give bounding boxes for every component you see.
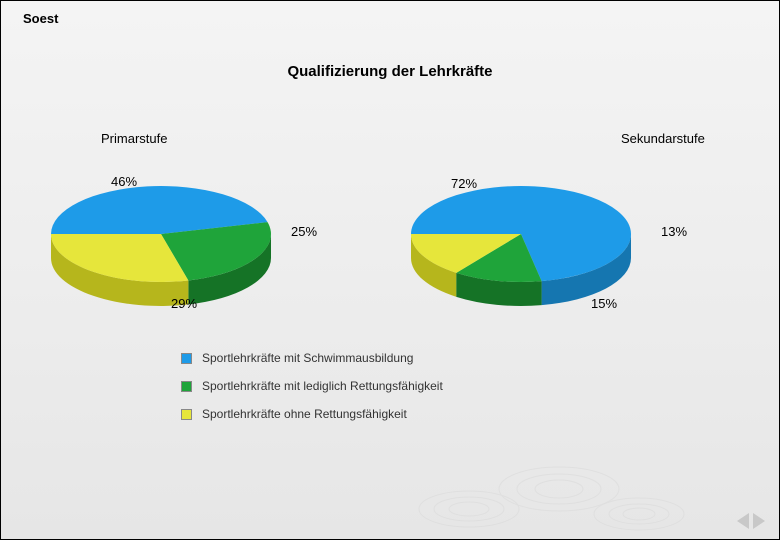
slide-canvas: Soest Qualifizierung der Lehrkräfte Prim… [0, 0, 780, 540]
page-title: Qualifizierung der Lehrkräfte [1, 63, 779, 80]
chart-label-sekundarstufe: Sekundarstufe [621, 131, 761, 146]
chart-primarstufe: Primarstufe 46%25%29% [41, 131, 401, 346]
nav-controls [737, 513, 765, 529]
legend-swatch-blue [181, 353, 192, 364]
nav-next-button[interactable] [753, 513, 765, 529]
legend-label: Sportlehrkräfte mit Schwimmausbildung [202, 351, 413, 365]
chart-sekundarstufe: Sekundarstufe 72%13%15% [401, 131, 761, 346]
nav-prev-button[interactable] [737, 513, 749, 529]
legend-row: Sportlehrkräfte mit lediglich Rettungsfä… [181, 379, 443, 393]
legend-swatch-green [181, 381, 192, 392]
legend-row: Sportlehrkräfte ohne Rettungsfähigkeit [181, 407, 443, 421]
pie-pct-green: 13% [661, 224, 687, 239]
legend-row: Sportlehrkräfte mit Schwimmausbildung [181, 351, 443, 365]
legend: Sportlehrkräfte mit Schwimmausbildung Spo… [181, 351, 443, 435]
pie-pct-yellow: 29% [171, 296, 197, 311]
legend-label: Sportlehrkräfte mit lediglich Rettungsfä… [202, 379, 443, 393]
chart-label-primarstufe: Primarstufe [101, 131, 401, 146]
legend-label: Sportlehrkräfte ohne Rettungsfähigkeit [202, 407, 407, 421]
pie-pct-green: 25% [291, 224, 317, 239]
legend-swatch-yellow [181, 409, 192, 420]
ripple-decoration [409, 419, 689, 539]
pie-pct-blue: 72% [451, 176, 477, 191]
location-label: Soest [23, 11, 58, 26]
pie-sekundarstufe: 72%13%15% [401, 176, 641, 296]
pie-primarstufe: 46%25%29% [41, 176, 281, 296]
pie-pct-blue: 46% [111, 174, 137, 189]
pie-pct-yellow: 15% [591, 296, 617, 311]
